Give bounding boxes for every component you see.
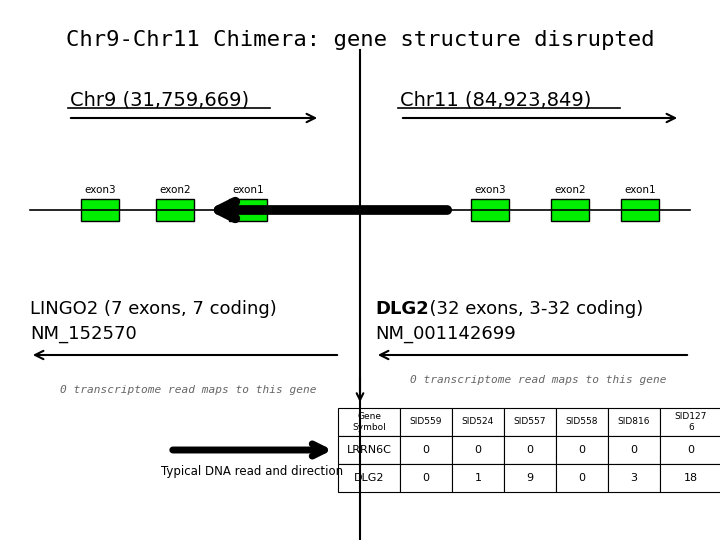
Text: Chr9 (31,759,669): Chr9 (31,759,669)	[70, 90, 249, 109]
Bar	[452, 464, 504, 492]
Bar	[400, 464, 452, 492]
Bar	[81, 199, 119, 221]
Text: exon1: exon1	[232, 185, 264, 195]
Text: SID524: SID524	[462, 417, 494, 427]
Bar	[338, 464, 400, 492]
Text: 0 transcriptome read maps to this gene: 0 transcriptome read maps to this gene	[410, 375, 667, 385]
Text: exon2: exon2	[554, 185, 586, 195]
Bar	[156, 199, 194, 221]
Text: SID558: SID558	[566, 417, 598, 427]
Bar	[504, 408, 556, 436]
Bar	[660, 408, 720, 436]
Text: LRRN6C: LRRN6C	[346, 445, 392, 455]
Bar	[556, 408, 608, 436]
Text: LINGO2 (7 exons, 7 coding): LINGO2 (7 exons, 7 coding)	[30, 300, 276, 318]
Bar	[660, 436, 720, 464]
Text: exon1: exon1	[624, 185, 656, 195]
Bar	[229, 199, 267, 221]
Bar	[556, 464, 608, 492]
Text: 18: 18	[684, 473, 698, 483]
Text: 9: 9	[526, 473, 534, 483]
Text: (32 exons, 3-32 coding): (32 exons, 3-32 coding)	[418, 300, 643, 318]
Text: SID557: SID557	[514, 417, 546, 427]
Bar	[504, 436, 556, 464]
Text: DLG2: DLG2	[354, 473, 384, 483]
Text: 0: 0	[526, 445, 534, 455]
Bar	[338, 436, 400, 464]
Bar	[608, 408, 660, 436]
Text: 0: 0	[578, 445, 585, 455]
Text: 3: 3	[631, 473, 637, 483]
Text: 0: 0	[423, 445, 430, 455]
Text: 0: 0	[578, 473, 585, 483]
Text: Chr11 (84,923,849): Chr11 (84,923,849)	[400, 90, 591, 109]
Text: NM_152570: NM_152570	[30, 325, 137, 343]
Text: 0: 0	[688, 445, 695, 455]
Text: 0: 0	[631, 445, 637, 455]
Text: SID559: SID559	[410, 417, 442, 427]
Bar	[400, 436, 452, 464]
Text: exon3: exon3	[474, 185, 506, 195]
Text: SID127
6: SID127 6	[675, 413, 707, 431]
Bar	[551, 199, 589, 221]
Bar	[621, 199, 659, 221]
Text: exon3: exon3	[84, 185, 116, 195]
Text: 1: 1	[474, 473, 482, 483]
Text: 0: 0	[423, 473, 430, 483]
Bar	[660, 464, 720, 492]
Text: exon2: exon2	[159, 185, 191, 195]
Text: SID816: SID816	[618, 417, 650, 427]
Bar	[608, 464, 660, 492]
Bar	[556, 436, 608, 464]
Text: NM_001142699: NM_001142699	[375, 325, 516, 343]
Text: Chr9-Chr11 Chimera: gene structure disrupted: Chr9-Chr11 Chimera: gene structure disru…	[66, 30, 654, 50]
Text: Gene
Symbol: Gene Symbol	[352, 413, 386, 431]
Bar	[338, 408, 400, 436]
Text: 0 transcriptome read maps to this gene: 0 transcriptome read maps to this gene	[60, 385, 317, 395]
Bar	[400, 408, 452, 436]
Bar	[452, 436, 504, 464]
Bar	[471, 199, 509, 221]
Bar	[608, 436, 660, 464]
Text: DLG2: DLG2	[375, 300, 428, 318]
Bar	[504, 464, 556, 492]
Text: 0: 0	[474, 445, 482, 455]
Text: Typical DNA read and direction: Typical DNA read and direction	[161, 465, 343, 478]
Bar	[452, 408, 504, 436]
